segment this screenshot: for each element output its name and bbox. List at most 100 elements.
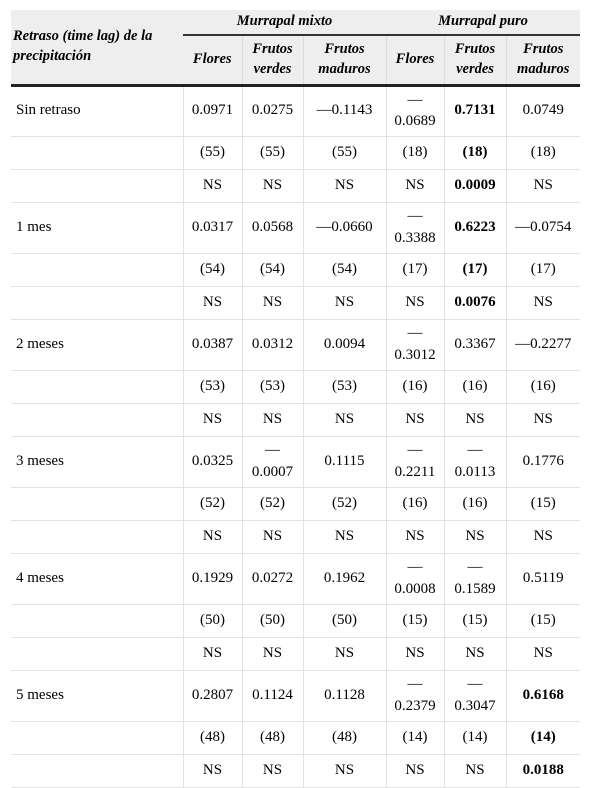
table-row: NS NS NS NS NS NS [11, 637, 580, 672]
table-cell: NS [444, 637, 507, 672]
column-header: Frutos verdes [242, 34, 304, 86]
table-cell: (54) [303, 253, 387, 288]
table-cell: 0.3367 [444, 319, 507, 372]
table-cell: NS [303, 520, 387, 555]
table-cell: 0.0971 [183, 85, 243, 138]
table-cell: 0.0387 [183, 319, 243, 372]
table-cell: 0.2807 [183, 670, 243, 723]
table-row: (54) (54) (54) (17) (17) (17) [11, 253, 580, 288]
row-label-header: Retraso (time lag) de la precipitación [11, 10, 183, 86]
table-row: 5 meses 0.2807 0.1124 0.1128 —0.2379 —0.3047 0… [11, 670, 580, 723]
table-cell: NS [386, 754, 445, 788]
table-cell: 0.1115 [303, 436, 387, 489]
table-cell: (18) [386, 136, 445, 171]
table-row: (53) (53) (53) (16) (16) (16) [11, 370, 580, 405]
table-cell: NS [506, 403, 580, 438]
table-cell: —0.0689 [386, 85, 445, 138]
empty-cell [11, 370, 184, 405]
table-cell: NS [303, 286, 387, 321]
table-cell: NS [506, 286, 580, 321]
table-cell: (15) [506, 604, 580, 639]
table-row: NS NS NS NS NS NS [11, 520, 580, 555]
table-cell: —0.0008 [386, 553, 445, 606]
table-cell: NS [242, 169, 304, 204]
table-cell: (53) [242, 370, 304, 405]
table-cell: NS [386, 286, 445, 321]
table-cell: —0.1143 [303, 85, 387, 138]
table-cell: NS [386, 637, 445, 672]
table-cell: (14) [506, 721, 580, 756]
table-cell: (50) [303, 604, 387, 639]
table-body: Sin retraso 0.0971 0.0275 —0.1143 —0.0689 0.7… [11, 85, 580, 788]
table-cell: —0.0113 [444, 436, 507, 489]
table-cell: NS [386, 403, 445, 438]
table-cell: —0.2277 [506, 319, 580, 372]
table-row: NS NS NS NS NS 0.0188 [11, 754, 580, 788]
table-row: Sin retraso 0.0971 0.0275 —0.1143 —0.0689 0.7… [11, 85, 580, 138]
table-cell: —0.3012 [386, 319, 445, 372]
table-cell: (53) [183, 370, 243, 405]
table-cell: (17) [386, 253, 445, 288]
table-cell: 0.5119 [506, 553, 580, 606]
table-cell: (16) [506, 370, 580, 405]
table-cell: (15) [386, 604, 445, 639]
table-cell: NS [444, 520, 507, 555]
table-row: (50) (50) (50) (15) (15) (15) [11, 604, 580, 639]
table-cell: NS [444, 403, 507, 438]
table-cell: 0.0312 [242, 319, 304, 372]
table-cell: (50) [183, 604, 243, 639]
table-cell: NS [183, 286, 243, 321]
table-cell: 0.1128 [303, 670, 387, 723]
table-cell: NS [183, 754, 243, 788]
table-cell: (55) [183, 136, 243, 171]
table-cell: 0.1124 [242, 670, 304, 723]
table-cell: (16) [444, 487, 507, 522]
table-cell: 0.0076 [444, 286, 507, 321]
empty-cell [11, 169, 184, 204]
group-header: Murrapal puro [386, 10, 580, 36]
table-cell: —0.3047 [444, 670, 507, 723]
table-cell: NS [183, 403, 243, 438]
table-cell: NS [242, 286, 304, 321]
table-cell: (50) [242, 604, 304, 639]
table-cell: NS [242, 754, 304, 788]
empty-cell [11, 487, 184, 522]
table-cell: —0.2211 [386, 436, 445, 489]
empty-cell [11, 286, 184, 321]
column-header: Frutos verdes [444, 34, 507, 86]
table-cell: (48) [303, 721, 387, 756]
empty-cell [11, 637, 184, 672]
table-header: Retraso (time lag) de la precipitación M… [11, 10, 580, 86]
table-cell: NS [444, 754, 507, 788]
table-cell: 0.6168 [506, 670, 580, 723]
table-cell: 0.0009 [444, 169, 507, 204]
table-cell: (52) [242, 487, 304, 522]
table-cell: (16) [386, 487, 445, 522]
table-cell: NS [506, 637, 580, 672]
column-header: Flores [183, 34, 243, 86]
table-cell: (15) [444, 604, 507, 639]
table-cell: 0.0275 [242, 85, 304, 138]
row-label: Sin retraso [11, 85, 184, 138]
row-label: 4 meses [11, 553, 184, 606]
table-cell: NS [242, 520, 304, 555]
table-cell: 0.0272 [242, 553, 304, 606]
table-cell: (54) [183, 253, 243, 288]
table-cell: (14) [444, 721, 507, 756]
table-cell: (54) [242, 253, 304, 288]
table-cell: (48) [242, 721, 304, 756]
table-cell: 0.7131 [444, 85, 507, 138]
row-label: 5 meses [11, 670, 184, 723]
table-cell: (18) [444, 136, 507, 171]
empty-cell [11, 754, 184, 788]
table-row: NS NS NS NS 0.0009 NS [11, 169, 580, 204]
table-cell: (52) [303, 487, 387, 522]
table-cell: (17) [444, 253, 507, 288]
table-cell: NS [303, 637, 387, 672]
empty-cell [11, 136, 184, 171]
table-cell: (18) [506, 136, 580, 171]
table-row: 1 mes 0.0317 0.0568 —0.0660 —0.3388 0.6223 —0.… [11, 202, 580, 255]
table-cell: (14) [386, 721, 445, 756]
table-cell: (55) [242, 136, 304, 171]
table-cell: NS [386, 520, 445, 555]
